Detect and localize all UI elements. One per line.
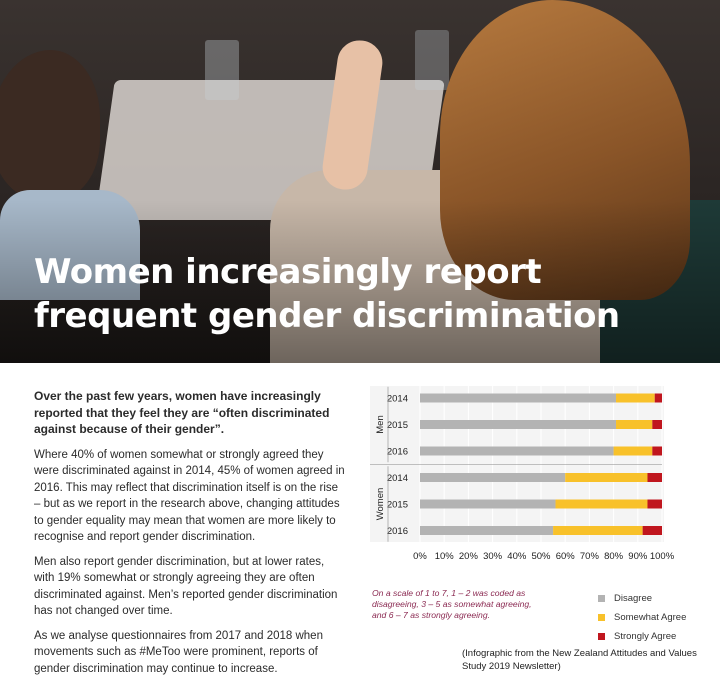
legend-label: Disagree xyxy=(614,593,653,604)
x-tick-label: 10% xyxy=(435,551,455,562)
row-label: 2016 xyxy=(387,447,408,458)
bar-disagree xyxy=(420,393,617,403)
bar-somewhat-agree xyxy=(553,526,643,535)
scale-note: On a scale of 1 to 7, 1 – 2 was coded as… xyxy=(372,588,532,620)
woman-hair xyxy=(440,0,690,300)
water-glass xyxy=(205,40,239,100)
legend-item: Disagree xyxy=(598,589,686,608)
bar-disagree xyxy=(420,526,554,535)
row-label: 2016 xyxy=(387,526,408,537)
bar-strongly-agree xyxy=(652,446,662,456)
bar-somewhat-agree xyxy=(555,499,648,509)
legend-label: Somewhat Agree xyxy=(614,612,687,623)
person-shirt xyxy=(0,190,140,300)
person-head xyxy=(0,50,100,200)
hero-photo: Women increasingly report frequent gende… xyxy=(0,0,720,363)
legend-swatch xyxy=(598,633,605,640)
bar-strongly-agree xyxy=(642,526,662,535)
bar-disagree xyxy=(420,473,566,482)
bar-strongly-agree xyxy=(654,393,662,403)
x-tick-label: 0% xyxy=(413,551,427,562)
body-paragraph-1: Where 40% of women somewhat or strongly … xyxy=(34,448,345,544)
group-label: Men xyxy=(375,415,386,433)
x-tick-label: 80% xyxy=(604,551,624,562)
row-label: 2014 xyxy=(387,473,408,484)
stacked-bar-chart: 2014 2015 2016 2014 2015 2016 Men Women 0% 10% 20%… xyxy=(370,386,675,562)
legend-swatch xyxy=(598,614,605,621)
chart-legend: Disagree Somewhat Agree Strongly Agree xyxy=(598,589,686,646)
bar-strongly-agree xyxy=(652,420,662,429)
legend-label: Strongly Agree xyxy=(614,631,677,642)
legend-item: Strongly Agree xyxy=(598,627,686,646)
title-line-2: frequent gender discrimination xyxy=(34,296,620,336)
x-tick-label: 50% xyxy=(531,551,551,562)
group-label: Women xyxy=(375,488,386,521)
x-tick-label: 90% xyxy=(628,551,648,562)
bar-somewhat-agree xyxy=(565,473,648,482)
chart: 2014 2015 2016 2014 2015 2016 Men Women 0% 10% 20%… xyxy=(362,382,682,567)
row-label: 2015 xyxy=(387,500,408,511)
x-tick-label: 30% xyxy=(483,551,503,562)
title-line-1: Women increasingly report xyxy=(34,252,542,292)
body-paragraph-2: Men also report gender discrimination, b… xyxy=(34,555,338,618)
source-note: (Infographic from the New Zealand Attitu… xyxy=(462,648,697,672)
bar-disagree xyxy=(420,446,614,456)
x-tick-label: 100% xyxy=(650,551,675,562)
bar-disagree xyxy=(420,420,617,429)
x-tick-label: 60% xyxy=(556,551,576,562)
bar-somewhat-agree xyxy=(616,420,653,429)
row-label: 2015 xyxy=(387,420,408,431)
x-tick-label: 20% xyxy=(459,551,479,562)
x-tick-label: 40% xyxy=(507,551,527,562)
bar-strongly-agree xyxy=(647,499,662,509)
legend-swatch xyxy=(598,595,605,602)
bar-disagree xyxy=(420,499,556,509)
water-glass xyxy=(415,30,449,90)
bar-somewhat-agree xyxy=(613,446,653,456)
photo-shade xyxy=(0,200,720,363)
lead-paragraph: Over the past few years, women have incr… xyxy=(34,389,330,436)
bar-strongly-agree xyxy=(647,473,662,482)
x-tick-label: 70% xyxy=(580,551,600,562)
row-label: 2014 xyxy=(387,394,408,405)
legend-item: Somewhat Agree xyxy=(598,608,686,627)
bar-somewhat-agree xyxy=(616,393,655,403)
page-title: Women increasingly report frequent gende… xyxy=(34,250,620,338)
body-paragraph-3: As we analyse questionnaires from 2017 a… xyxy=(34,629,323,675)
article-text: Over the past few years, women have incr… xyxy=(34,388,346,685)
